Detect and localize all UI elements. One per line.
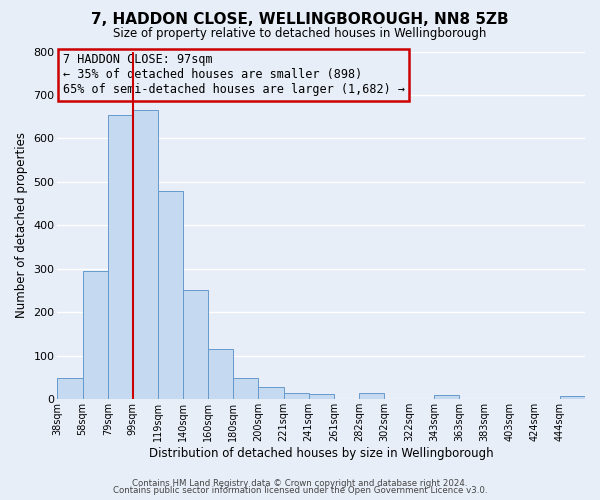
Text: 7 HADDON CLOSE: 97sqm
← 35% of detached houses are smaller (898)
65% of semi-det: 7 HADDON CLOSE: 97sqm ← 35% of detached … [63,53,405,96]
Text: Size of property relative to detached houses in Wellingborough: Size of property relative to detached ho… [113,28,487,40]
Bar [133,110,158,400]
Bar [233,378,259,400]
Bar [83,271,108,400]
Bar [183,290,208,400]
Bar [108,116,133,400]
Text: Contains public sector information licensed under the Open Government Licence v3: Contains public sector information licen… [113,486,487,495]
Bar [284,393,308,400]
Bar [359,393,384,400]
Bar [259,387,284,400]
Bar [158,192,183,400]
Bar [560,396,585,400]
X-axis label: Distribution of detached houses by size in Wellingborough: Distribution of detached houses by size … [149,447,494,460]
Text: Contains HM Land Registry data © Crown copyright and database right 2024.: Contains HM Land Registry data © Crown c… [132,478,468,488]
Bar [308,394,334,400]
Text: 7, HADDON CLOSE, WELLINGBOROUGH, NN8 5ZB: 7, HADDON CLOSE, WELLINGBOROUGH, NN8 5ZB [91,12,509,28]
Bar [434,395,460,400]
Y-axis label: Number of detached properties: Number of detached properties [15,132,28,318]
Bar [208,350,233,400]
Bar [58,378,83,400]
